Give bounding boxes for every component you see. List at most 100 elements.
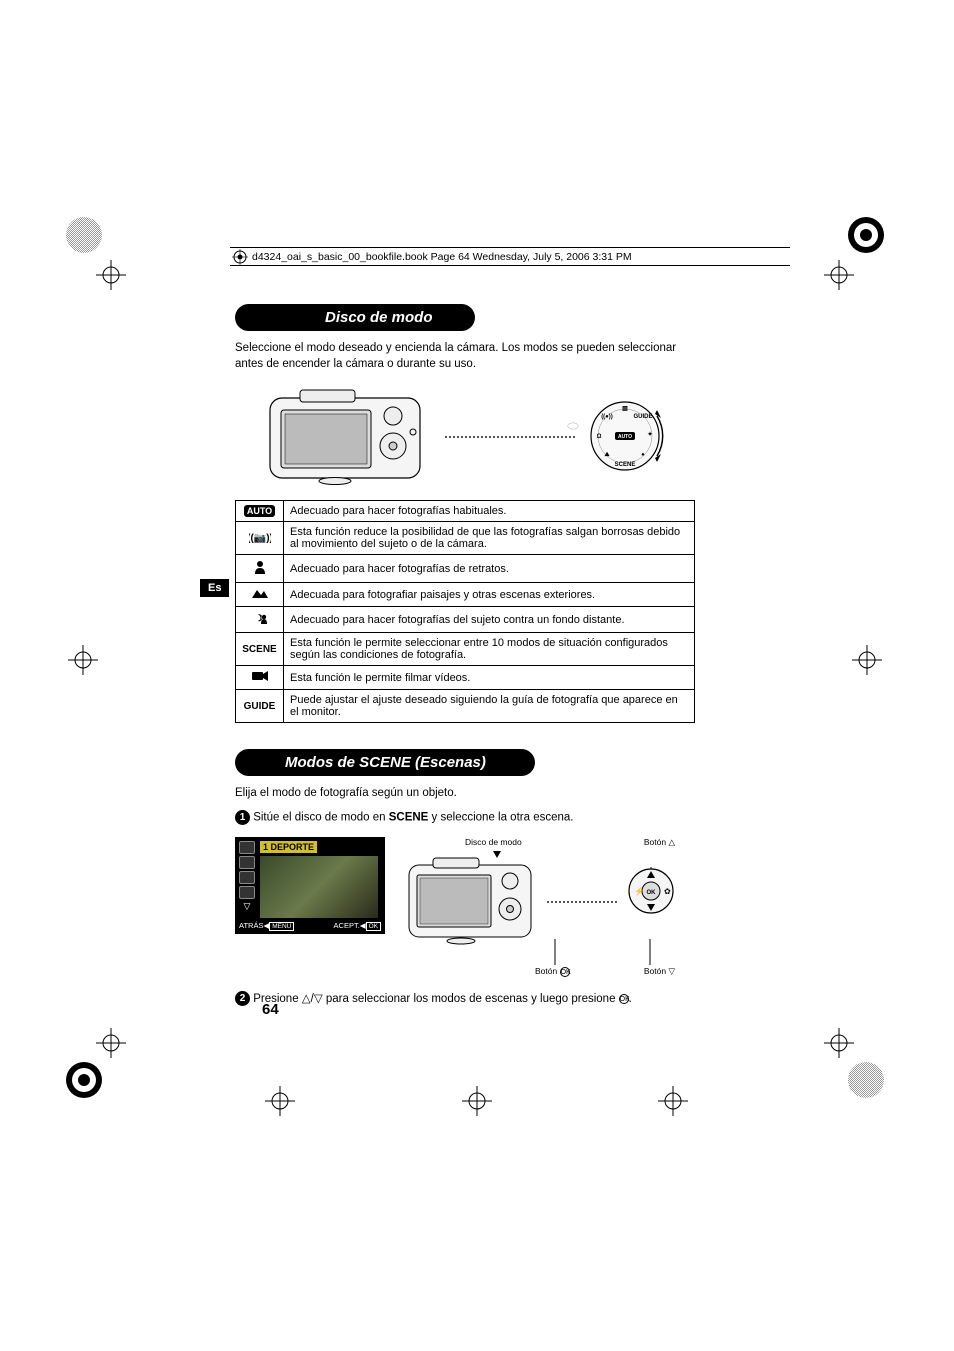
portrait-icon [252,566,268,578]
crosshair-icon [824,260,854,290]
mode-table-row: AUTO Adecuado para hacer fotografías habi… [236,501,695,522]
crosshair-icon [68,645,98,675]
camera-modedial-figure: ▧ GUIDE ✦ ♠ SCENE ⛰ Ω ((●)) AUTO [265,386,665,486]
crosshair-icon [265,1086,295,1116]
mode-table-row: ((📷))Esta función reduce la posibilidad … [236,522,695,555]
mode-table-row: ☽ Adecuado para hacer fotografías del suj… [236,607,695,633]
lcd-back-btn: MENU [269,922,294,931]
mode-icon-cell [236,555,284,583]
print-mark-br-fan [846,1060,886,1100]
lcd-sample-photo [260,856,378,918]
section-title: Disco de modo [325,309,433,326]
print-mark-tl-fan [64,215,104,255]
dotted-connector-2 [547,901,617,903]
mode-icon-cell: AUTO [236,501,284,522]
print-mark-tr-fan [846,215,886,255]
section1-intro: Seleccione el modo deseado y encienda la… [235,341,695,372]
svg-text:✦: ✦ [647,431,652,438]
step2-text-pre: Presione [253,993,302,1005]
mode-icon-cell: ☽ [236,607,284,633]
movie-icon [251,673,269,685]
scene-icon-4 [239,886,255,899]
camera-back-illustration [265,386,425,486]
crosshair-icon [824,1028,854,1058]
scene-icon-sport [239,841,255,854]
mode-desc-cell: Puede ajustar el ajuste deseado siguiend… [284,690,695,723]
step2-text-mid: para seleccionar los modos de escenas y … [323,993,619,1005]
mode-table-row: Esta función le permite filmar vídeos. [236,666,695,690]
mode-icon-cell [236,666,284,690]
mode-table-row: Adecuada para fotografiar paisajes y otr… [236,583,695,607]
step-1: 1 Sitúe el disco de modo en SCENE y sele… [235,810,695,825]
lcd-accept-btn: OK [366,922,381,931]
lcd-accept-label: ACEPT. [334,921,360,930]
ok-button-icon: OK [619,994,629,1004]
crosshair-icon [658,1086,688,1116]
svg-text:✿: ✿ [664,887,671,896]
mode-icon-cell [236,583,284,607]
mode-desc-cell: Adecuado para hacer fotografías del suje… [284,607,695,633]
scene-word: SCENE [389,811,429,823]
mode-desc-cell: Adecuado para hacer fotografías habitual… [284,501,695,522]
step-number-1: 1 [235,810,250,825]
section2-title: Modos de SCENE (Escenas) [285,754,486,771]
mode-text-guide: GUIDE [244,701,276,712]
svg-text:AUTO: AUTO [618,434,632,440]
leader-line-ok [550,939,560,965]
step-2: 2 Presione △/▽ para seleccionar los modo… [235,991,695,1006]
label-boton-down: Botón ▽ [644,966,675,977]
mode-icon-cell: GUIDE [236,690,284,723]
lcd-back-label: ATRÁS [239,921,263,930]
mode-table-row: Adecuado para hacer fotografías de retra… [236,555,695,583]
crosshair-icon [96,1028,126,1058]
dial-pointer-circle [566,419,580,433]
language-tag-es: Es [200,579,229,597]
mode-icon-cell: SCENE [236,633,284,666]
scroll-down-arrow-icon: ▽ [239,901,255,914]
section-header-disco-de-modo: Disco de modo [235,304,475,331]
step1-text-pre: Sitúe el disco de modo en [253,811,389,823]
leader-line-down [645,939,655,965]
auto-mode-badge: AUTO [244,505,275,517]
svg-text:GUIDE: GUIDE [633,414,652,420]
crosshair-icon [96,260,126,290]
svg-text:⚡: ⚡ [634,886,644,896]
updown-triangles: △/▽ [302,993,323,1005]
mode-desc-cell: Adecuado para hacer fotografías de retra… [284,555,695,583]
night-portrait-icon: ☽ [250,616,270,628]
bookfile-header: d4324_oai_s_basic_00_bookfile.book Page … [230,247,790,266]
bookfile-text: d4324_oai_s_basic_00_bookfile.book Page … [252,251,632,263]
mode-dial-illustration: ▧ GUIDE ✦ ♠ SCENE ⛰ Ω ((●)) AUTO [585,396,665,476]
svg-text:▧: ▧ [622,406,628,412]
scene-icon-3 [239,871,255,884]
step2-text-post: . [629,993,632,1005]
lcd-title: 1 DEPORTE [260,841,317,853]
mode-desc-cell: Esta función le permite filmar vídeos. [284,666,695,690]
crosshair-icon [852,645,882,675]
svg-text:OK: OK [647,890,657,896]
svg-text:SCENE: SCENE [615,462,636,468]
mode-table-row: GUIDE Puede ajustar el ajuste deseado sig… [236,690,695,723]
mode-desc-cell: Adecuada para fotografiar paisajes y otr… [284,583,695,607]
step1-text-post: y seleccione la otra escena. [428,811,573,823]
lcd-side-icons: ▽ [239,841,257,916]
mode-icon-cell: ((📷)) [236,522,284,555]
svg-text:((📷)): ((📷)) [249,533,271,544]
landscape-icon [251,590,269,602]
navpad-illustration: OK ⚡ ✿ [627,867,675,915]
label-boton-ok: Botón OK [535,966,570,977]
svg-text:⛰: ⛰ [603,451,610,458]
camera-navpad-figure: Disco de modo Botón △ OK [405,837,675,977]
print-mark-bl-fan [64,1060,104,1100]
mode-desc-cell: Esta función le permite seleccionar entr… [284,633,695,666]
lcd-screen-illustration: ▽ 1 DEPORTE ATRÁS◀MENU ACEPT.◀OK [235,837,385,934]
scene-figure-row: ▽ 1 DEPORTE ATRÁS◀MENU ACEPT.◀OK Disco d… [235,837,695,977]
lcd-bottom-bar: ATRÁS◀MENU ACEPT.◀OK [239,918,381,930]
dotted-connector [445,436,575,438]
label-disco-de-modo: Disco de modo [465,837,522,847]
mode-table: AUTO Adecuado para hacer fotografías habi… [235,500,695,723]
section2-intro: Elija el modo de fotografía según un obj… [235,786,695,802]
camera-back-illustration-small [405,855,535,945]
mode-table-row: SCENEEsta función le permite seleccionar… [236,633,695,666]
step-number-2: 2 [235,991,250,1006]
